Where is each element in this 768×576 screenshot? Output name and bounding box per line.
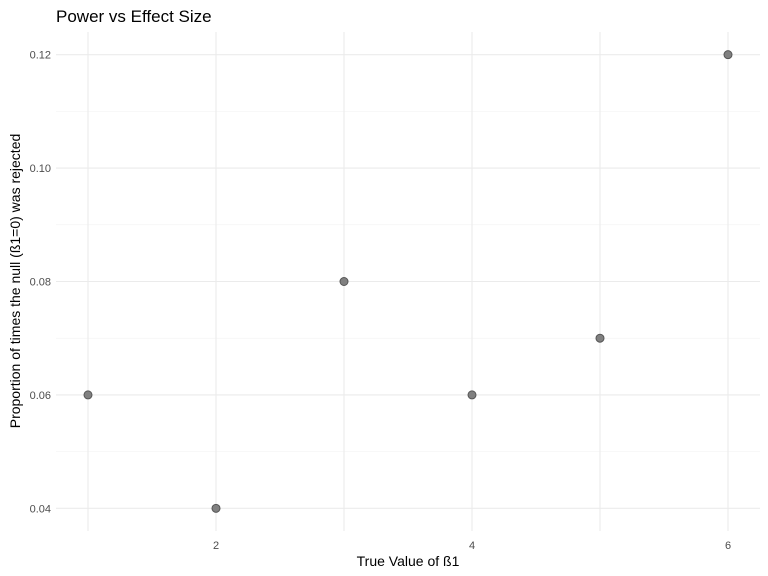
x-tick-label: 6 [725, 540, 731, 552]
x-tick-label: 2 [213, 540, 219, 552]
y-tick-label: 0.04 [30, 503, 51, 515]
data-point [83, 390, 93, 400]
x-tick-label: 4 [469, 540, 475, 552]
grid-layer [56, 32, 760, 531]
points-layer [83, 50, 733, 513]
chart-title: Power vs Effect Size [56, 7, 212, 26]
y-tick-label: 0.06 [30, 390, 51, 402]
y-tick-label: 0.08 [30, 277, 51, 289]
data-point [723, 50, 733, 60]
data-point [339, 277, 349, 286]
x-axis-label: True Value of ß1 [357, 553, 460, 569]
data-point [211, 503, 221, 513]
y-axis-label: Proportion of times the null (ß1=0) was … [7, 134, 23, 429]
data-point [467, 390, 477, 400]
y-tick-label: 0.10 [30, 163, 51, 175]
data-point [595, 333, 605, 343]
y-tick-label: 0.12 [30, 50, 51, 62]
tick-labels: 2 4 6 0.04 0.06 0.08 0.10 0.12 [30, 50, 731, 552]
